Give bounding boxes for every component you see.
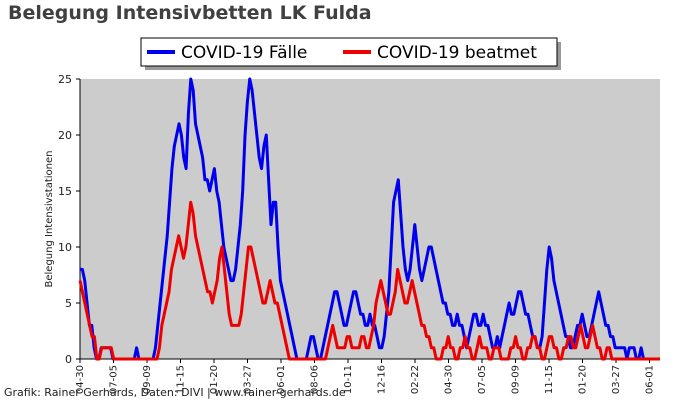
- plot-background: [80, 79, 660, 359]
- legend: COVID-19 Fälle COVID-19 beatmet: [140, 37, 561, 70]
- x-tick-label: 06-01: [276, 365, 287, 394]
- x-tick-label: 03-27: [611, 365, 622, 394]
- legend-label: COVID-19 Fälle: [181, 43, 307, 63]
- x-tick-label: 09-09: [142, 365, 153, 394]
- y-tick-label: 15: [58, 185, 72, 198]
- x-tick-label: 11-15: [544, 365, 555, 394]
- y-tick-label: 0: [65, 353, 72, 366]
- x-tick-label: 07-05: [477, 365, 488, 394]
- series-line-faelle: [80, 77, 660, 361]
- x-tick-label: 08-06: [310, 365, 321, 394]
- legend-label: COVID-19 beatmet: [377, 43, 537, 63]
- y-tick-label: 20: [58, 129, 72, 142]
- x-tick-label: 12-16: [377, 365, 388, 394]
- chart-footer: Grafik: Rainer Gerhards, Daten: DIVI | w…: [4, 386, 346, 399]
- y-axis: 0 5 10 15 20 25: [58, 73, 81, 366]
- plot-area: [80, 79, 660, 359]
- x-tick-label: 09-09: [511, 365, 522, 394]
- x-axis: 04-30 07-05 09-09 11-15 01-20 03-27 06-01 08-06…: [75, 358, 660, 394]
- chart-title: Belegung Intensivbetten LK Fulda: [8, 2, 372, 24]
- y-tick-label: 25: [58, 73, 72, 86]
- series-layer: [78, 77, 660, 361]
- y-tick-label: 5: [65, 297, 72, 310]
- x-tick-label: 10-11: [343, 365, 354, 394]
- series-line-beatmet: [78, 200, 660, 361]
- x-tick-label: 03-27: [243, 365, 254, 394]
- x-tick-label: 04-30: [75, 365, 86, 394]
- x-tick-label: 02-22: [410, 365, 421, 394]
- x-tick-label: 11-15: [176, 365, 187, 394]
- x-tick-label: 01-20: [578, 365, 589, 394]
- y-tick-label: 10: [58, 241, 72, 254]
- x-tick-label: 07-05: [109, 365, 120, 394]
- x-tick-label: 06-01: [645, 365, 656, 394]
- y-axis-label: Belegung Intensivstationen: [44, 150, 55, 287]
- x-tick-label: 01-20: [209, 365, 220, 394]
- x-tick-label: 04-30: [444, 365, 455, 394]
